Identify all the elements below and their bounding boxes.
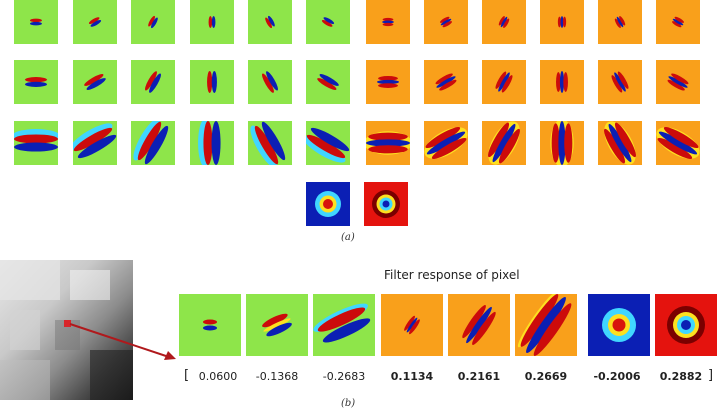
- response-filter-2: [246, 294, 308, 356]
- orange-filter-large-150: [656, 121, 700, 165]
- open-bracket: [: [184, 368, 190, 383]
- response-value-2: -0.1368: [255, 370, 299, 383]
- response-filter-3: [313, 294, 375, 356]
- panel-b-label: (b): [341, 398, 356, 409]
- response-value-5: 0.2161: [457, 370, 501, 383]
- center-surround-red-filter: [364, 182, 408, 226]
- response-filter-8: [655, 294, 717, 356]
- green-filter-small-30: [73, 0, 117, 44]
- orange-filter-medium-60: [482, 60, 526, 104]
- green-filter-large-150: [306, 121, 350, 165]
- orange-filter-small-0: [366, 0, 410, 44]
- green-filter-medium-90: [190, 60, 234, 104]
- response-value-6: 0.2669: [524, 370, 568, 383]
- orange-filter-large-0: [366, 121, 410, 165]
- response-filter-5: [448, 294, 510, 356]
- orange-filter-small-90: [540, 0, 584, 44]
- response-value-3: -0.2683: [322, 370, 366, 383]
- panel-a-label: (a): [341, 232, 355, 243]
- center-surround-blue-filter: [306, 182, 350, 226]
- response-value-4: 0.1134: [390, 370, 434, 383]
- green-filter-small-150: [306, 0, 350, 44]
- orange-filter-medium-0: [366, 60, 410, 104]
- green-filter-medium-0: [14, 60, 58, 104]
- orange-filter-large-120: [598, 121, 642, 165]
- orange-filter-medium-90: [540, 60, 584, 104]
- green-filter-medium-60: [131, 60, 175, 104]
- close-bracket: ]: [708, 368, 714, 383]
- response-value-8: 0.2882: [659, 370, 703, 383]
- green-filter-large-120: [248, 121, 292, 165]
- green-filter-small-120: [248, 0, 292, 44]
- green-filter-small-90: [190, 0, 234, 44]
- orange-filter-medium-120: [598, 60, 642, 104]
- response-filter-4: [381, 294, 443, 356]
- green-filter-large-30: [73, 121, 117, 165]
- green-filter-small-0: [14, 0, 58, 44]
- green-filter-large-60: [131, 121, 175, 165]
- response-value-1: 0.0600: [198, 370, 238, 383]
- green-filter-medium-150: [306, 60, 350, 104]
- orange-filter-small-30: [424, 0, 468, 44]
- response-filter-6: [515, 294, 577, 356]
- green-filter-medium-30: [73, 60, 117, 104]
- orange-filter-medium-150: [656, 60, 700, 104]
- orange-filter-large-90: [540, 121, 584, 165]
- orange-filter-small-150: [656, 0, 700, 44]
- image-patch: [0, 260, 133, 400]
- orange-filter-medium-30: [424, 60, 468, 104]
- orange-filter-small-60: [482, 0, 526, 44]
- orange-filter-small-120: [598, 0, 642, 44]
- response-filter-1: [179, 294, 241, 356]
- response-value-7: -0.2006: [593, 370, 641, 383]
- selected-pixel: [64, 320, 71, 327]
- green-filter-small-60: [131, 0, 175, 44]
- filter-response-title: Filter response of pixel: [384, 268, 520, 282]
- response-filter-7: [588, 294, 650, 356]
- orange-filter-large-60: [482, 121, 526, 165]
- orange-filter-large-30: [424, 121, 468, 165]
- green-filter-medium-120: [248, 60, 292, 104]
- green-filter-large-0: [14, 121, 58, 165]
- green-filter-large-90: [190, 121, 234, 165]
